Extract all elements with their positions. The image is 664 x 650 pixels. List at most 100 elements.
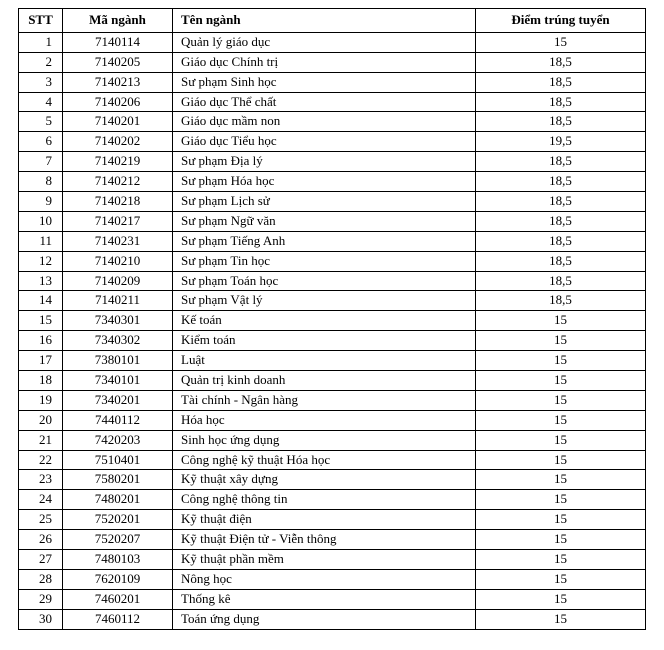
cell-name: Hóa học [173, 410, 476, 430]
cell-name: Kế toán [173, 311, 476, 331]
cell-stt: 21 [19, 430, 63, 450]
cell-code: 7140217 [63, 211, 173, 231]
cell-code: 7520207 [63, 530, 173, 550]
cell-stt: 19 [19, 390, 63, 410]
cell-name: Sư phạm Vật lý [173, 291, 476, 311]
col-header-stt: STT [19, 9, 63, 33]
cell-name: Sư phạm Tiếng Anh [173, 231, 476, 251]
cell-code: 7420203 [63, 430, 173, 450]
cell-score: 15 [476, 530, 646, 550]
table-row: 217420203Sinh học ứng dụng15 [19, 430, 646, 450]
cell-name: Tài chính - Ngân hàng [173, 390, 476, 410]
cell-name: Giáo dục Tiểu học [173, 132, 476, 152]
cell-code: 7340201 [63, 390, 173, 410]
table-row: 77140219Sư phạm Địa lý18,5 [19, 152, 646, 172]
cell-code: 7140219 [63, 152, 173, 172]
cell-name: Sư phạm Địa lý [173, 152, 476, 172]
table-header: STT Mã ngành Tên ngành Điểm trúng tuyển [19, 9, 646, 33]
cell-name: Luật [173, 351, 476, 371]
cell-name: Sinh học ứng dụng [173, 430, 476, 450]
cell-name: Công nghệ kỹ thuật Hóa học [173, 450, 476, 470]
table-row: 177380101Luật15 [19, 351, 646, 371]
cell-stt: 10 [19, 211, 63, 231]
cell-stt: 20 [19, 410, 63, 430]
page: STT Mã ngành Tên ngành Điểm trúng tuyển … [0, 0, 664, 650]
cell-name: Kiểm toán [173, 331, 476, 351]
cell-name: Sư phạm Ngữ văn [173, 211, 476, 231]
cell-stt: 11 [19, 231, 63, 251]
cell-stt: 26 [19, 530, 63, 550]
cell-name: Giáo dục mầm non [173, 112, 476, 132]
cell-code: 7140211 [63, 291, 173, 311]
admissions-table: STT Mã ngành Tên ngành Điểm trúng tuyển … [18, 8, 646, 630]
cell-code: 7440112 [63, 410, 173, 430]
cell-score: 15 [476, 490, 646, 510]
cell-code: 7460112 [63, 609, 173, 629]
cell-score: 15 [476, 609, 646, 629]
table-row: 187340101Quản trị kinh doanh15 [19, 371, 646, 391]
cell-name: Sư phạm Lịch sử [173, 192, 476, 212]
table-row: 257520201Kỹ thuật điện15 [19, 510, 646, 530]
cell-score: 18,5 [476, 72, 646, 92]
table-row: 307460112Toán ứng dụng15 [19, 609, 646, 629]
cell-name: Giáo dục Thể chất [173, 92, 476, 112]
col-header-code: Mã ngành [63, 9, 173, 33]
cell-code: 7140206 [63, 92, 173, 112]
cell-stt: 23 [19, 470, 63, 490]
cell-name: Công nghệ thông tin [173, 490, 476, 510]
table-row: 47140206Giáo dục Thể chất18,5 [19, 92, 646, 112]
cell-stt: 24 [19, 490, 63, 510]
cell-stt: 4 [19, 92, 63, 112]
table-row: 137140209Sư phạm Toán học18,5 [19, 271, 646, 291]
cell-code: 7140209 [63, 271, 173, 291]
cell-score: 15 [476, 351, 646, 371]
cell-code: 7140212 [63, 172, 173, 192]
cell-score: 15 [476, 569, 646, 589]
table-row: 277480103Kỹ thuật phần mềm15 [19, 550, 646, 570]
table-row: 67140202Giáo dục Tiểu học19,5 [19, 132, 646, 152]
cell-name: Sư phạm Toán học [173, 271, 476, 291]
cell-stt: 14 [19, 291, 63, 311]
cell-stt: 8 [19, 172, 63, 192]
cell-stt: 6 [19, 132, 63, 152]
table-row: 167340302Kiểm toán15 [19, 331, 646, 351]
cell-score: 18,5 [476, 192, 646, 212]
table-row: 37140213Sư phạm Sinh học18,5 [19, 72, 646, 92]
table-row: 157340301Kế toán15 [19, 311, 646, 331]
cell-score: 15 [476, 331, 646, 351]
cell-code: 7340302 [63, 331, 173, 351]
cell-code: 7380101 [63, 351, 173, 371]
cell-score: 18,5 [476, 211, 646, 231]
cell-score: 15 [476, 470, 646, 490]
table-body: 17140114Quản lý giáo dục1527140205Giáo d… [19, 32, 646, 629]
cell-score: 18,5 [476, 251, 646, 271]
cell-code: 7480201 [63, 490, 173, 510]
col-header-score: Điểm trúng tuyển [476, 9, 646, 33]
cell-code: 7140202 [63, 132, 173, 152]
cell-name: Kỹ thuật phần mềm [173, 550, 476, 570]
cell-score: 15 [476, 32, 646, 52]
cell-code: 7510401 [63, 450, 173, 470]
cell-code: 7140231 [63, 231, 173, 251]
table-row: 287620109Nông học15 [19, 569, 646, 589]
table-row: 127140210Sư phạm Tin học18,5 [19, 251, 646, 271]
table-row: 237580201Kỹ thuật xây dựng15 [19, 470, 646, 490]
cell-stt: 7 [19, 152, 63, 172]
cell-stt: 16 [19, 331, 63, 351]
table-row: 197340201Tài chính - Ngân hàng15 [19, 390, 646, 410]
cell-stt: 12 [19, 251, 63, 271]
cell-stt: 9 [19, 192, 63, 212]
cell-code: 7140218 [63, 192, 173, 212]
cell-name: Sư phạm Hóa học [173, 172, 476, 192]
cell-stt: 13 [19, 271, 63, 291]
table-row: 247480201Công nghệ thông tin15 [19, 490, 646, 510]
cell-score: 15 [476, 550, 646, 570]
cell-code: 7480103 [63, 550, 173, 570]
cell-score: 19,5 [476, 132, 646, 152]
cell-name: Nông học [173, 569, 476, 589]
cell-score: 15 [476, 311, 646, 331]
cell-name: Kỹ thuật xây dựng [173, 470, 476, 490]
cell-stt: 29 [19, 589, 63, 609]
cell-name: Toán ứng dụng [173, 609, 476, 629]
cell-score: 15 [476, 589, 646, 609]
